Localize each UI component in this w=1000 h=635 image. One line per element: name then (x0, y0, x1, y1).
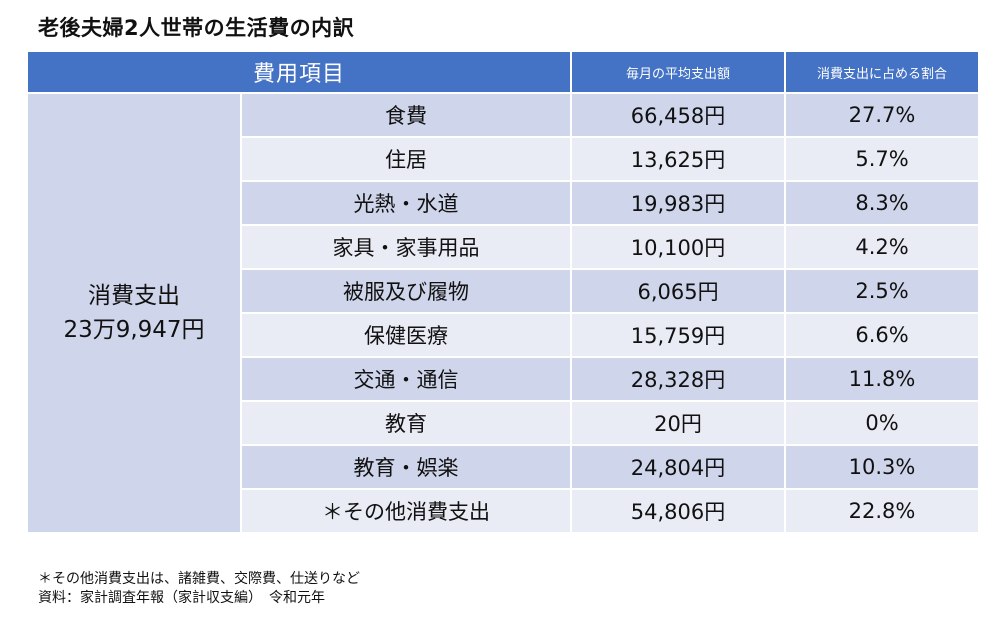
item-cell: 保健医療 (239, 312, 573, 358)
category-name: 消費支出 (88, 283, 180, 309)
notes: ＊その他消費支出は、諸雑費、交際費、仕送りなど 資料：家計調査年報（家計収支編）… (38, 570, 360, 608)
category-cell: 消費支出 23万9,947円 (26, 92, 242, 534)
item-cell: 教育・娯楽 (239, 444, 573, 490)
table-row: ＊その他消費支出 54,806円 22.8% (27, 488, 981, 534)
item-cell: 被服及び履物 (239, 268, 573, 314)
ratio-cell: 6.6% (784, 312, 981, 358)
ratio-cell: 11.8% (784, 356, 981, 402)
page-title: 老後夫婦2人世帯の生活費の内訳 (38, 16, 355, 40)
ratio-cell: 0% (784, 400, 981, 446)
amount-cell: 10,100円 (570, 224, 787, 270)
ratio-cell: 8.3% (784, 180, 981, 226)
amount-cell: 66,458円 (570, 92, 787, 138)
ratio-cell: 4.2% (784, 224, 981, 270)
ratio-cell: 22.8% (784, 488, 981, 534)
item-cell: 光熱・水道 (239, 180, 573, 226)
table-row: 消費支出 23万9,947円 食費 66,458円 27.7% (26, 92, 981, 534)
table-row: 交通・通信 28,328円 11.8% (27, 356, 981, 402)
table-row: 被服及び履物 6,065円 2.5% (27, 268, 981, 314)
item-cell: 住居 (239, 136, 573, 182)
header-item: 費用項目 (25, 50, 573, 94)
header-ratio: 消費支出に占める割合 (784, 50, 981, 94)
category-total: 23万9,947円 (63, 317, 205, 343)
amount-cell: 15,759円 (570, 312, 787, 358)
header-row: 費用項目 毎月の平均支出額 消費支出に占める割合 (25, 50, 981, 94)
ratio-cell: 5.7% (784, 136, 981, 182)
ratio-cell: 10.3% (784, 444, 981, 490)
amount-cell: 24,804円 (570, 444, 787, 490)
table-row: 家具・家事用品 10,100円 4.2% (27, 224, 981, 270)
table-row: 光熱・水道 19,983円 8.3% (27, 180, 981, 226)
table-row: 保健医療 15,759円 6.6% (27, 312, 981, 358)
table-row: 教育・娯楽 24,804円 10.3% (27, 444, 981, 490)
item-cell: 教育 (239, 400, 573, 446)
expense-table: 費用項目 毎月の平均支出額 消費支出に占める割合 消費支出 23万9,947円 … (25, 50, 981, 534)
ratio-cell: 2.5% (784, 268, 981, 314)
item-cell: 食費 (239, 92, 573, 138)
amount-cell: 19,983円 (570, 180, 787, 226)
header-monthly: 毎月の平均支出額 (570, 50, 787, 94)
item-cell: ＊その他消費支出 (239, 488, 573, 534)
amount-cell: 13,625円 (570, 136, 787, 182)
ratio-cell: 27.7% (784, 92, 981, 138)
item-cell: 家具・家事用品 (239, 224, 573, 270)
amount-cell: 6,065円 (570, 268, 787, 314)
source-note: 資料：家計調査年報（家計収支編） 令和元年 (38, 590, 325, 606)
amount-cell: 28,328円 (570, 356, 787, 402)
amount-cell: 54,806円 (570, 488, 787, 534)
amount-cell: 20円 (570, 400, 787, 446)
item-cell: 交通・通信 (239, 356, 573, 402)
footnote: ＊その他消費支出は、諸雑費、交際費、仕送りなど (38, 571, 360, 587)
table-row: 教育 20円 0% (27, 400, 981, 446)
table-row: 住居 13,625円 5.7% (27, 136, 981, 182)
